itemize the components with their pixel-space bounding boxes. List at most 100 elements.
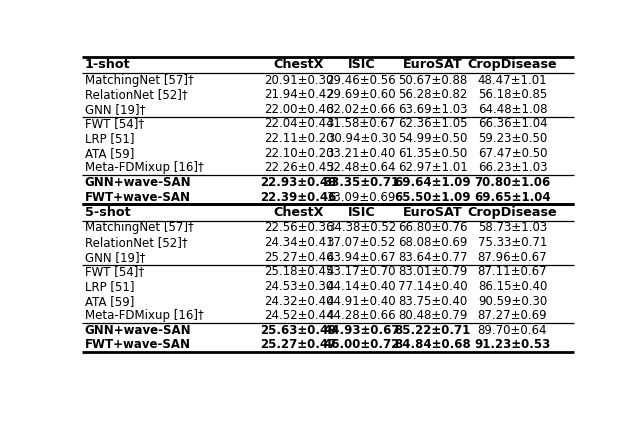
Text: 85.22±0.71: 85.22±0.71: [394, 324, 471, 337]
Text: FWT+wave-SAN: FWT+wave-SAN: [84, 339, 191, 351]
Text: 22.10±0.20: 22.10±0.20: [264, 147, 333, 160]
Text: 68.08±0.69: 68.08±0.69: [398, 236, 467, 249]
Text: 22.00±0.46: 22.00±0.46: [264, 103, 333, 116]
Text: 91.23±0.53: 91.23±0.53: [474, 339, 550, 351]
Text: 83.64±0.77: 83.64±0.77: [398, 251, 467, 264]
Text: 86.15±0.40: 86.15±0.40: [478, 280, 547, 293]
Text: 25.18±0.45: 25.18±0.45: [264, 265, 333, 278]
Text: GNN+wave-SAN: GNN+wave-SAN: [84, 324, 191, 337]
Text: FWT [54]†: FWT [54]†: [84, 117, 144, 131]
Text: 65.50±1.09: 65.50±1.09: [394, 190, 471, 204]
Text: 31.58±0.67: 31.58±0.67: [326, 117, 396, 131]
Text: 44.91±0.40: 44.91±0.40: [326, 294, 396, 308]
Text: EuroSAT: EuroSAT: [403, 58, 463, 71]
Text: 1-shot: 1-shot: [84, 58, 131, 71]
Text: 21.94±0.42: 21.94±0.42: [264, 88, 333, 101]
Text: GNN [19]†: GNN [19]†: [84, 251, 145, 264]
Text: CropDisease: CropDisease: [468, 58, 557, 71]
Text: 87.27±0.69: 87.27±0.69: [477, 309, 547, 322]
Text: ChestX: ChestX: [273, 206, 324, 219]
Text: GNN [19]†: GNN [19]†: [84, 103, 145, 116]
Text: 44.28±0.66: 44.28±0.66: [326, 309, 396, 322]
Text: 25.63±0.49: 25.63±0.49: [260, 324, 337, 337]
Text: FWT+wave-SAN: FWT+wave-SAN: [84, 190, 191, 204]
Text: 67.47±0.50: 67.47±0.50: [477, 147, 547, 160]
Text: 43.17±0.70: 43.17±0.70: [326, 265, 396, 278]
Text: 61.35±0.50: 61.35±0.50: [398, 147, 467, 160]
Text: RelationNet [52]†: RelationNet [52]†: [84, 88, 188, 101]
Text: 22.56±0.36: 22.56±0.36: [264, 221, 333, 235]
Text: 62.36±1.05: 62.36±1.05: [398, 117, 467, 131]
Text: 22.04±0.44: 22.04±0.44: [264, 117, 333, 131]
Text: 84.84±0.68: 84.84±0.68: [394, 339, 471, 351]
Text: 66.23±1.03: 66.23±1.03: [477, 161, 547, 174]
Text: 56.18±0.85: 56.18±0.85: [478, 88, 547, 101]
Text: 29.46±0.56: 29.46±0.56: [326, 74, 396, 87]
Text: 32.48±0.64: 32.48±0.64: [326, 161, 396, 174]
Text: 70.80±1.06: 70.80±1.06: [474, 176, 550, 189]
Text: 24.52±0.44: 24.52±0.44: [264, 309, 333, 322]
Text: 29.69±0.60: 29.69±0.60: [326, 88, 396, 101]
Text: 24.32±0.40: 24.32±0.40: [264, 294, 333, 308]
Text: MatchingNet [57]†: MatchingNet [57]†: [84, 221, 193, 235]
Text: 66.36±1.04: 66.36±1.04: [477, 117, 547, 131]
Text: 69.64±1.09: 69.64±1.09: [394, 176, 471, 189]
Text: 75.33±0.71: 75.33±0.71: [478, 236, 547, 249]
Text: 50.67±0.88: 50.67±0.88: [398, 74, 467, 87]
Text: 46.00±0.72: 46.00±0.72: [323, 339, 399, 351]
Text: 64.48±1.08: 64.48±1.08: [477, 103, 547, 116]
Text: Meta-FDMixup [16]†: Meta-FDMixup [16]†: [84, 161, 204, 174]
Text: 33.35±0.71: 33.35±0.71: [323, 176, 399, 189]
Text: ISIC: ISIC: [348, 206, 375, 219]
Text: 44.14±0.40: 44.14±0.40: [326, 280, 396, 293]
Text: 33.09±0.69: 33.09±0.69: [326, 190, 396, 204]
Text: FWT [54]†: FWT [54]†: [84, 265, 144, 278]
Text: 87.11±0.67: 87.11±0.67: [477, 265, 547, 278]
Text: 5-shot: 5-shot: [84, 206, 131, 219]
Text: 25.27±0.46: 25.27±0.46: [264, 251, 333, 264]
Text: 69.65±1.04: 69.65±1.04: [474, 190, 551, 204]
Text: 80.48±0.79: 80.48±0.79: [398, 309, 467, 322]
Text: 24.53±0.30: 24.53±0.30: [264, 280, 333, 293]
Text: 77.14±0.40: 77.14±0.40: [398, 280, 467, 293]
Text: ISIC: ISIC: [348, 58, 375, 71]
Text: CropDisease: CropDisease: [468, 206, 557, 219]
Text: 90.59±0.30: 90.59±0.30: [478, 294, 547, 308]
Text: 83.75±0.40: 83.75±0.40: [398, 294, 467, 308]
Text: 33.21±0.40: 33.21±0.40: [326, 147, 396, 160]
Text: LRP [51]: LRP [51]: [84, 280, 134, 293]
Text: 22.93±0.49: 22.93±0.49: [260, 176, 337, 189]
Text: 54.99±0.50: 54.99±0.50: [398, 132, 467, 145]
Text: Meta-FDMixup [16]†: Meta-FDMixup [16]†: [84, 309, 204, 322]
Text: 48.47±1.01: 48.47±1.01: [477, 74, 547, 87]
Text: 44.93±0.67: 44.93±0.67: [323, 324, 399, 337]
Text: 22.39±0.46: 22.39±0.46: [260, 190, 337, 204]
Text: RelationNet [52]†: RelationNet [52]†: [84, 236, 188, 249]
Text: 59.23±0.50: 59.23±0.50: [478, 132, 547, 145]
Text: EuroSAT: EuroSAT: [403, 206, 463, 219]
Text: 58.73±1.03: 58.73±1.03: [478, 221, 547, 235]
Text: 37.07±0.52: 37.07±0.52: [326, 236, 396, 249]
Text: ATA [59]: ATA [59]: [84, 294, 134, 308]
Text: 89.70±0.64: 89.70±0.64: [477, 324, 547, 337]
Text: 32.02±0.66: 32.02±0.66: [326, 103, 396, 116]
Text: 22.11±0.20: 22.11±0.20: [264, 132, 333, 145]
Text: 43.94±0.67: 43.94±0.67: [326, 251, 396, 264]
Text: 66.80±0.76: 66.80±0.76: [398, 221, 467, 235]
Text: GNN+wave-SAN: GNN+wave-SAN: [84, 176, 191, 189]
Text: 83.01±0.79: 83.01±0.79: [398, 265, 467, 278]
Text: 34.38±0.52: 34.38±0.52: [326, 221, 396, 235]
Text: ATA [59]: ATA [59]: [84, 147, 134, 160]
Text: 62.97±1.01: 62.97±1.01: [397, 161, 467, 174]
Text: 63.69±1.03: 63.69±1.03: [398, 103, 467, 116]
Text: LRP [51]: LRP [51]: [84, 132, 134, 145]
Text: 24.34±0.41: 24.34±0.41: [264, 236, 333, 249]
Text: 56.28±0.82: 56.28±0.82: [398, 88, 467, 101]
Text: 30.94±0.30: 30.94±0.30: [326, 132, 396, 145]
Text: 22.26±0.45: 22.26±0.45: [264, 161, 333, 174]
Text: ChestX: ChestX: [273, 58, 324, 71]
Text: 20.91±0.30: 20.91±0.30: [264, 74, 333, 87]
Text: 25.27±0.47: 25.27±0.47: [260, 339, 337, 351]
Text: 87.96±0.67: 87.96±0.67: [477, 251, 547, 264]
Text: MatchingNet [57]†: MatchingNet [57]†: [84, 74, 193, 87]
